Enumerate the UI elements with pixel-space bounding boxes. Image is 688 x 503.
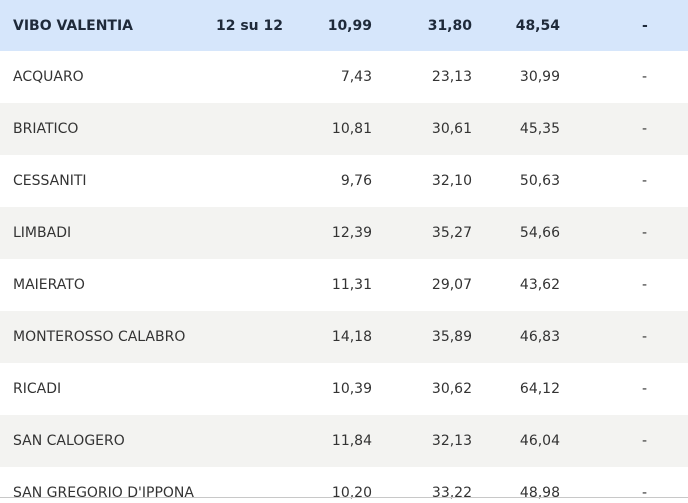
table-row: BRIATICO 10,81 30,61 45,35 - [0,103,688,155]
municipality-name: CESSANITI [13,173,87,189]
turnout-value: 7,43 [340,69,372,85]
header-row: VIBO VALENTIA 12 su 12 10,99 31,80 48,54 - [0,0,688,51]
table-row: MONTEROSSO CALABRO 14,18 35,89 46,83 - [0,311,688,363]
turnout-value: 23,13 [431,69,472,85]
turnout-value: 29,07 [431,277,472,293]
turnout-value: 10,81 [331,121,372,137]
turnout-value: 12,39 [331,225,372,241]
change-value: - [642,69,648,85]
scroll-edge [0,497,688,498]
municipality-name: MONTEROSSO CALABRO [13,329,186,345]
turnout-value: 46,04 [519,433,560,449]
turnout-value: 64,12 [519,381,560,397]
municipality-name: LIMBADI [13,225,72,241]
change-value: - [642,17,648,34]
change-value: - [642,329,648,345]
turnout-value: 48,54 [515,17,560,34]
change-value: - [642,381,648,397]
turnout-value: 54,66 [519,225,560,241]
turnout-value: 30,61 [431,121,472,137]
change-value: - [642,433,648,449]
turnout-value: 33,22 [431,485,472,501]
change-value: - [642,121,648,137]
turnout-value: 50,63 [519,173,560,189]
turnout-value: 46,83 [519,329,560,345]
turnout-value: 35,89 [431,329,472,345]
municipality-name: SAN GREGORIO D'IPPONA [13,485,194,501]
turnout-value: 32,10 [431,173,472,189]
municipality-name: VIBO VALENTIA [13,17,134,34]
municipality-name: ACQUARO [13,69,84,85]
turnout-value: 11,31 [331,277,372,293]
municipality-name: BRIATICO [13,121,79,137]
turnout-value: 31,80 [427,17,472,34]
turnout-value: 14,18 [331,329,372,345]
municipality-name: MAIERATO [13,277,85,293]
turnout-value: 48,98 [519,485,560,501]
table-row: SAN CALOGERO 11,84 32,13 46,04 - [0,415,688,467]
table-row: ACQUARO 7,43 23,13 30,99 - [0,51,688,103]
table-row: MAIERATO 11,31 29,07 43,62 - [0,259,688,311]
turnout-value: 30,62 [431,381,472,397]
table-row: RICADI 10,39 30,62 64,12 - [0,363,688,415]
turnout-value: 32,13 [431,433,472,449]
turnout-value: 35,27 [431,225,472,241]
turnout-value: 11,84 [331,433,372,449]
turnout-value: 10,99 [327,17,372,34]
municipality-name: SAN CALOGERO [13,433,125,449]
turnout-value: 43,62 [519,277,560,293]
turnout-value: 30,99 [519,69,560,85]
turnout-value: 10,20 [331,485,372,501]
table-row: LIMBADI 12,39 35,27 54,66 - [0,207,688,259]
change-value: - [642,277,648,293]
sections-count: 12 su 12 [215,17,283,34]
turnout-value: 45,35 [519,121,560,137]
turnout-value: 9,76 [340,173,372,189]
table-row: CESSANITI 9,76 32,10 50,63 - [0,155,688,207]
change-value: - [642,173,648,189]
change-value: - [642,225,648,241]
change-value: - [642,485,648,501]
turnout-value: 10,39 [331,381,372,397]
municipality-name: RICADI [13,381,62,397]
